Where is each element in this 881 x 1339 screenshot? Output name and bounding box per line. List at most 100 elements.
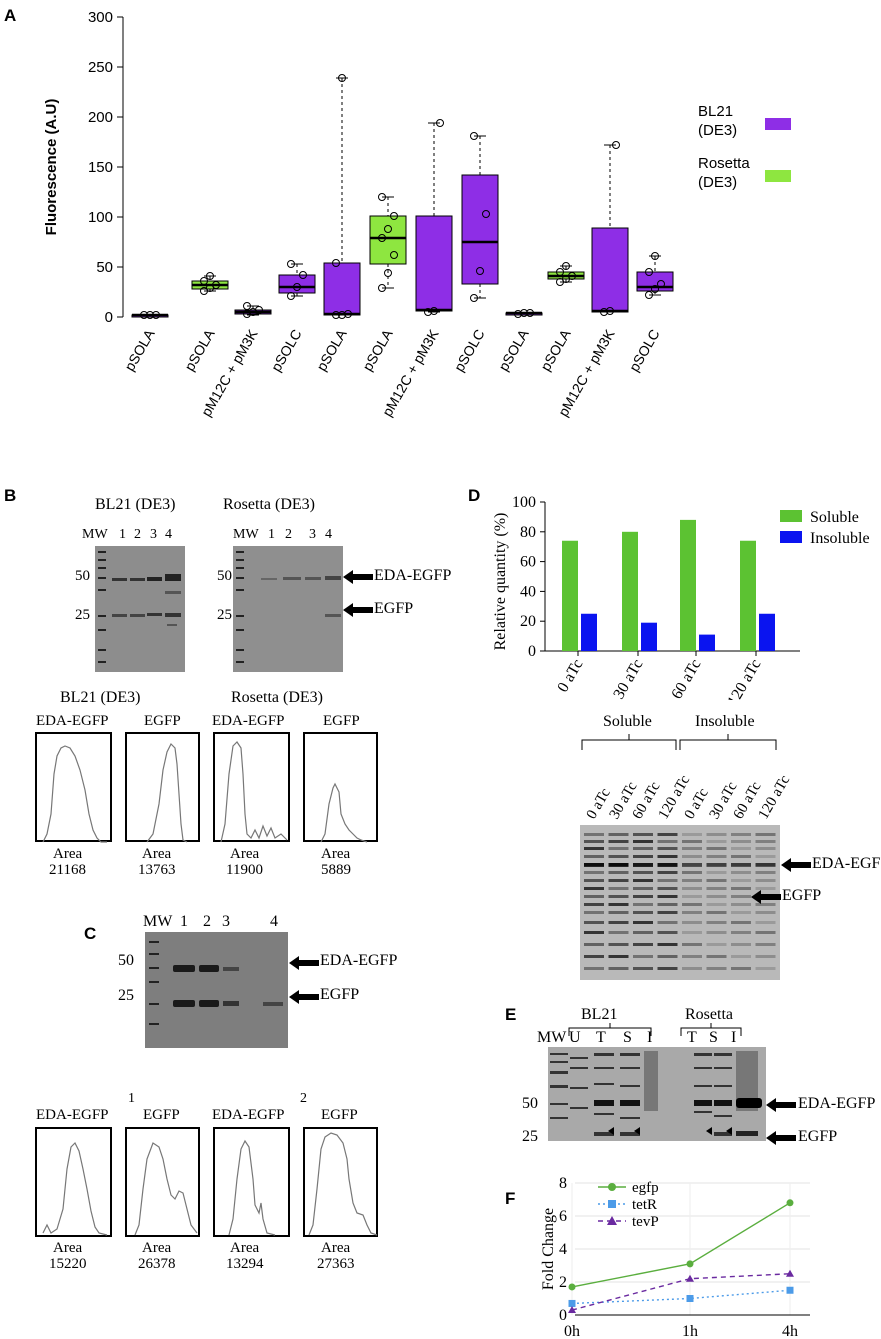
gel-band <box>706 879 727 882</box>
band-label-eda-egfp: EDA-EGFP <box>320 952 398 969</box>
gel-b1-lane-4: 4 <box>165 527 172 542</box>
gel-c-lane-2: 2 <box>203 913 211 930</box>
series-line-tetR <box>571 1289 791 1305</box>
densitometry-trace-c1 <box>35 1127 112 1237</box>
data-point <box>651 285 659 293</box>
gel-band-eda-egfp <box>731 863 751 867</box>
gel-band <box>731 955 751 958</box>
gel-band <box>608 943 629 946</box>
gel-b1-lane-1: 1 <box>119 527 126 542</box>
densitometry-trace-b1 <box>35 732 112 843</box>
gel-b1-image <box>95 546 185 672</box>
gel-c-image <box>145 932 288 1048</box>
series-line-tevP <box>571 1273 791 1311</box>
legend-marker <box>608 1200 616 1208</box>
gel-band <box>731 871 751 874</box>
gel-band-eda-egfp <box>682 863 702 867</box>
data-point <box>520 309 528 317</box>
point-tetR <box>686 1295 694 1302</box>
gel-e-lane-mw: MW <box>537 1029 567 1046</box>
band-label-egfp: EGFP <box>782 887 822 904</box>
legend-label-line2: (DE3) <box>698 174 737 191</box>
densitometry-b2-area: 13763 <box>138 862 176 878</box>
box-6 <box>369 193 407 292</box>
gel-c-lane-1: 1 <box>180 913 188 930</box>
data-point <box>430 307 438 315</box>
gel-c-lane-3: 3 <box>222 913 230 930</box>
legend-label: egfp <box>632 1180 659 1196</box>
legend-label: tevP <box>632 1214 659 1230</box>
gel-band <box>584 847 604 850</box>
y-tick-label: 200 <box>88 109 113 126</box>
gel-d-lane-label: 120 aTc <box>756 772 794 822</box>
x-tick-label: 0h <box>564 1323 580 1339</box>
data-point <box>378 193 386 201</box>
gel-e-lane-i2: I <box>731 1029 737 1046</box>
gel-b2-lane-3: 3 <box>309 527 316 542</box>
gel-b2-lane-mw: MW <box>233 527 259 542</box>
x-tick-label: 60 aTc <box>668 657 704 701</box>
gel-band <box>633 911 653 914</box>
y-tick-label: 0 <box>528 643 536 660</box>
gel-band-eda-egfp <box>706 863 727 867</box>
gel-d-group-insoluble: Insoluble <box>695 713 755 730</box>
densitometry-trace-c4 <box>303 1127 378 1237</box>
gel-band-eda-egfp <box>755 863 776 867</box>
bar-soluble <box>562 540 578 651</box>
data-point <box>338 74 346 82</box>
y-tick-label: 4 <box>559 1241 567 1258</box>
gel-band <box>682 879 702 882</box>
gel-b2-lane-2: 2 <box>285 527 292 542</box>
gel-b1-lane-mw: MW <box>82 527 108 542</box>
densitometry-c1-area: 15220 <box>49 1256 87 1272</box>
x-tick-label: 4h <box>782 1323 798 1339</box>
gel-band <box>682 895 702 898</box>
gel-e-mw-25: 25 <box>522 1128 538 1145</box>
point-tevP <box>786 1269 794 1277</box>
gel-band <box>657 887 678 890</box>
y-tick-label: 8 <box>559 1175 567 1192</box>
y-tick-label: 40 <box>520 583 536 600</box>
band-label-egfp: EGFP <box>320 986 360 1003</box>
gel-band <box>633 871 653 874</box>
gel-band <box>706 931 727 934</box>
box-iqr <box>415 215 453 312</box>
arrow-icon <box>289 990 319 1004</box>
box-5 <box>323 74 361 319</box>
data-point <box>299 271 307 279</box>
gel-band <box>633 887 653 890</box>
gel-band <box>633 840 653 843</box>
point-egfp <box>786 1199 794 1207</box>
gel-band <box>706 943 727 946</box>
gel-band <box>731 887 751 890</box>
box-iqr <box>369 215 407 265</box>
bar-insoluble <box>641 622 657 651</box>
y-tick-label: 100 <box>88 209 113 226</box>
data-point <box>200 277 208 285</box>
data-point <box>206 272 214 280</box>
gel-band <box>584 871 604 874</box>
bar-insoluble <box>759 613 775 651</box>
gel-band <box>706 871 727 874</box>
legend-swatch <box>765 118 791 130</box>
densitometry-c4-title: EGFP <box>321 1107 358 1123</box>
arrow-icon <box>343 603 373 617</box>
legend-swatch <box>765 170 791 182</box>
densitometry-b4-area-label: Area <box>321 846 351 862</box>
box-11 <box>591 141 629 316</box>
densitometry-b3-area-label: Area <box>230 846 260 862</box>
y-tick-label: 0 <box>105 309 113 326</box>
data-point <box>424 308 432 316</box>
gel-band <box>633 903 653 906</box>
gel-band <box>657 967 678 970</box>
data-point <box>293 283 301 291</box>
densitometry-c1-title: EDA-EGFP <box>36 1107 109 1123</box>
point-tevP <box>568 1306 576 1314</box>
gel-band <box>682 840 702 843</box>
legend-marker <box>607 1216 617 1225</box>
gel-band <box>755 879 776 882</box>
gel-band <box>731 847 751 850</box>
gel-band <box>584 955 604 958</box>
legend-swatch <box>780 510 802 522</box>
densitometry-group-2: 2 <box>300 1091 307 1106</box>
